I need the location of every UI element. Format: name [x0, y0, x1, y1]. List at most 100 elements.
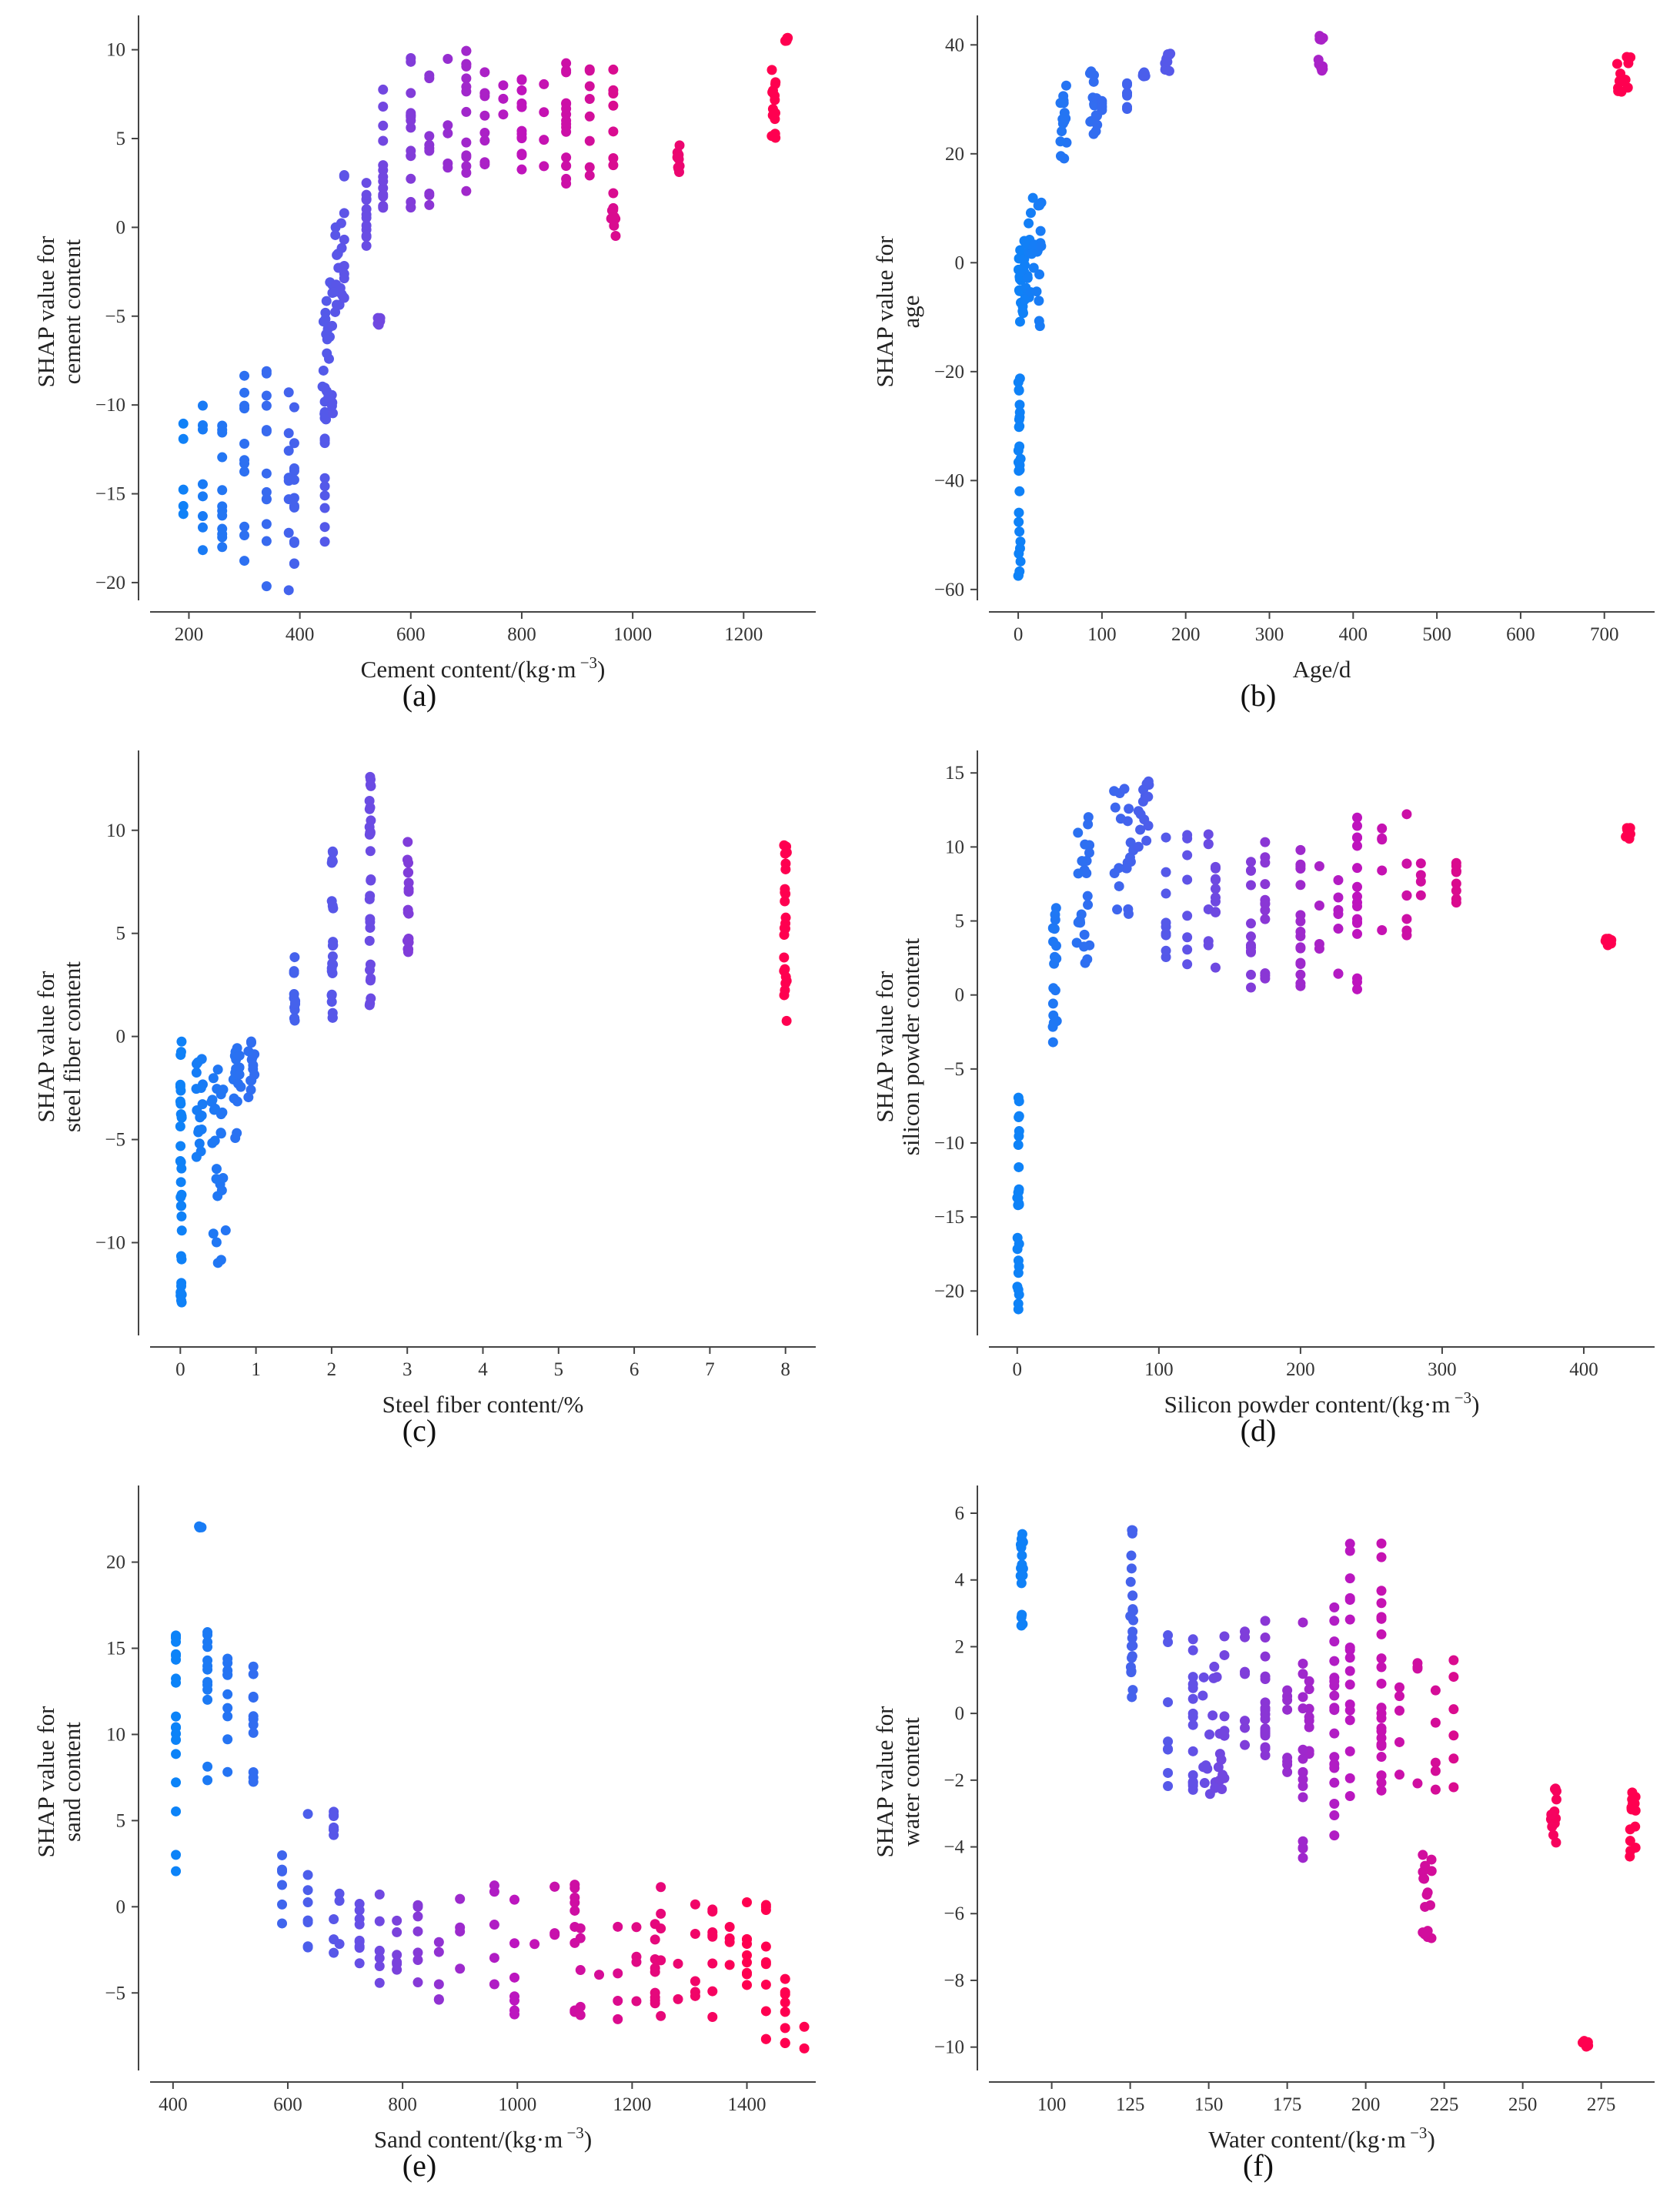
data-point — [1088, 70, 1099, 81]
x-tick-label: 7 — [705, 1359, 715, 1380]
x-tick-label: 600 — [396, 624, 426, 645]
y-tick-label: −5 — [105, 1130, 125, 1151]
data-point — [742, 1934, 753, 1945]
x-tick-label: 3 — [402, 1359, 412, 1380]
data-point — [364, 935, 375, 946]
x-tick-label: 0 — [175, 1359, 185, 1380]
data-point — [1057, 126, 1067, 137]
data-point — [1344, 1666, 1355, 1676]
data-point — [1140, 71, 1151, 82]
data-point — [1049, 951, 1060, 962]
data-point — [1352, 917, 1363, 927]
data-point — [1161, 832, 1171, 843]
data-point — [1430, 1784, 1441, 1795]
data-point — [1245, 857, 1256, 867]
data-point — [1126, 1550, 1137, 1561]
data-point — [202, 1694, 213, 1705]
data-point — [584, 170, 595, 181]
y-tick-label: −5 — [105, 1983, 125, 2003]
x-tick-label: 400 — [159, 2094, 188, 2115]
panel-label-a: (a) — [402, 678, 437, 713]
x-tick-label: 700 — [1590, 624, 1619, 645]
data-point — [1201, 1760, 1211, 1771]
data-point — [1203, 838, 1214, 849]
data-point — [1448, 1704, 1459, 1715]
data-point — [365, 964, 376, 975]
data-point — [1034, 296, 1044, 306]
data-point — [330, 229, 341, 240]
data-point — [1016, 1612, 1027, 1622]
data-point — [1295, 916, 1306, 927]
data-points — [1013, 31, 1636, 581]
data-point — [1027, 192, 1038, 203]
x-tick-label: 225 — [1430, 2094, 1459, 2115]
data-point — [650, 1934, 660, 1945]
data-point — [742, 1897, 753, 1907]
data-point — [339, 261, 349, 272]
data-point — [1219, 1730, 1230, 1741]
data-point — [1548, 1830, 1558, 1840]
y-axis-title-line: steel fiber content — [58, 961, 85, 1132]
data-point — [1298, 1617, 1308, 1628]
data-point — [1401, 891, 1412, 901]
data-point — [1059, 153, 1070, 164]
data-point — [1082, 954, 1093, 964]
data-point — [1333, 892, 1344, 903]
data-point — [1245, 982, 1256, 993]
data-point — [1352, 973, 1363, 984]
data-point — [1122, 89, 1133, 99]
y-tick-label: −8 — [944, 1970, 964, 1991]
data-point — [354, 1958, 365, 1969]
data-point — [1352, 901, 1363, 911]
data-point — [673, 1993, 683, 2004]
data-point — [529, 1939, 540, 1950]
data-point — [289, 463, 299, 474]
data-point — [1123, 908, 1134, 919]
data-point — [1614, 75, 1625, 86]
data-point — [412, 1977, 423, 1988]
data-point — [1282, 1685, 1293, 1696]
data-point — [1260, 1633, 1271, 1643]
data-point — [374, 1889, 385, 1900]
data-point — [1240, 1723, 1251, 1733]
data-point — [261, 519, 272, 530]
data-point — [1298, 1792, 1308, 1803]
data-point — [1034, 316, 1044, 326]
data-point — [339, 171, 349, 182]
data-point — [1143, 791, 1154, 802]
data-point — [1344, 1773, 1355, 1783]
data-point — [277, 1899, 288, 1910]
data-point — [1376, 1552, 1387, 1562]
data-point — [1135, 809, 1146, 820]
data-point — [549, 1881, 560, 1892]
y-tick-label: 4 — [955, 1570, 965, 1591]
data-point — [1333, 874, 1344, 885]
data-point — [1219, 1649, 1230, 1660]
chart-panel-c: 0 1 2 3 4 5 6 7 8 −10 −5 0 5 10 Steel fiber content/% S… — [0, 735, 839, 1466]
data-point — [1352, 820, 1363, 831]
y-axis-title-line: SHAP value for — [871, 971, 898, 1123]
data-point — [1415, 870, 1426, 881]
y-tick-label: 5 — [116, 129, 126, 149]
x-tick-label: 1400 — [728, 2094, 767, 2115]
data-point — [218, 1084, 229, 1095]
x-tick-label: 1200 — [613, 2094, 651, 2115]
data-point — [1625, 1836, 1635, 1846]
data-point — [1352, 863, 1363, 874]
x-tick-label: 300 — [1255, 624, 1284, 645]
data-point — [1125, 1576, 1136, 1587]
x-tick-label: 100 — [1037, 2094, 1067, 2115]
data-point — [690, 1899, 700, 1910]
data-point — [1419, 1929, 1430, 1940]
data-point — [1451, 878, 1461, 889]
data-point — [1198, 1672, 1209, 1683]
data-point — [1298, 1843, 1308, 1854]
data-point — [197, 400, 208, 411]
data-point — [631, 1922, 642, 1933]
data-point — [248, 1711, 259, 1722]
data-point — [1083, 812, 1094, 823]
data-point — [1430, 1757, 1441, 1768]
data-point — [1187, 1719, 1198, 1730]
data-point — [609, 220, 620, 231]
data-point — [760, 1959, 771, 1970]
